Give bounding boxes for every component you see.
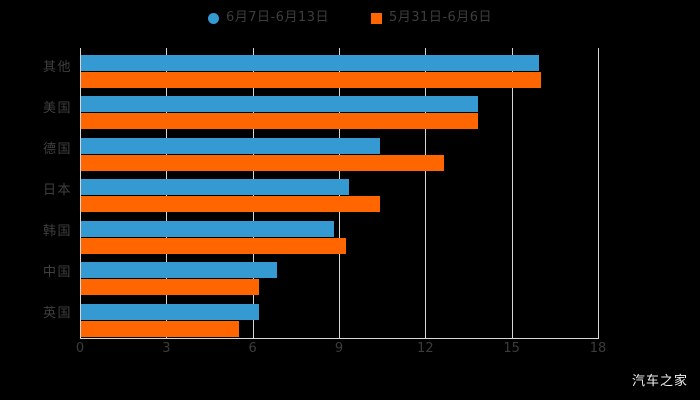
bar-series-a-0[interactable] <box>81 55 539 71</box>
bar-series-a-1[interactable] <box>81 96 479 113</box>
watermark: 汽车之家 <box>631 374 688 389</box>
x-tick-label-18: 18 <box>589 341 607 356</box>
legend-label-series-b: 5月31日-6月6日 <box>389 10 493 25</box>
x-tick-label-15: 15 <box>503 341 520 356</box>
legend-item-series-b[interactable]: 5月31日-6月6日 <box>371 8 492 28</box>
gridline-12 <box>425 48 427 338</box>
plot-area <box>80 48 599 339</box>
x-axis-line <box>80 338 599 339</box>
bar-group-6 <box>81 303 599 337</box>
bar-series-b-1[interactable] <box>81 113 479 130</box>
bar-series-b-5[interactable] <box>81 279 260 296</box>
bar-series-b-3[interactable] <box>81 196 381 213</box>
bar-group-0 <box>81 55 599 88</box>
x-tick-label-12: 12 <box>417 341 434 356</box>
bar-series-b-4[interactable] <box>81 237 346 254</box>
bar-series-a-3[interactable] <box>81 179 349 196</box>
bar-series-b-2[interactable] <box>81 154 444 171</box>
x-tick-label-6: 6 <box>248 341 257 356</box>
bar-series-a-6[interactable] <box>81 303 260 320</box>
bar-series-a-5[interactable] <box>81 262 277 279</box>
bar-group-5 <box>81 262 599 296</box>
bar-group-2 <box>81 137 599 171</box>
bar-group-1 <box>81 96 599 130</box>
y-axis-label-2: 德国 <box>42 142 72 157</box>
y-axis-label-6: 英国 <box>42 306 72 321</box>
bar-series-a-4[interactable] <box>81 220 335 237</box>
legend-item-series-a[interactable]: 6月7日-6月13日 <box>207 8 329 28</box>
x-tick-label-0: 0 <box>75 341 85 356</box>
x-axis-tick-labels: 0 3 6 9 12 15 18 <box>76 340 606 360</box>
gridline-18 <box>598 48 599 338</box>
bar-series-b-6[interactable] <box>81 320 240 337</box>
bar-series-a-2[interactable] <box>81 137 381 154</box>
y-axis-label-5: 中国 <box>42 265 72 280</box>
y-axis-label-3: 日本 <box>42 183 72 198</box>
legend-square-marker-icon <box>371 12 382 24</box>
chart-legend: 6月7日-6月13日 5月31日-6月6日 <box>0 8 700 28</box>
bar-series-b-0[interactable] <box>81 72 542 88</box>
gridline-15 <box>511 48 513 338</box>
bar-group-4 <box>81 220 599 254</box>
x-tick-label-3: 3 <box>162 341 171 356</box>
y-axis-line <box>80 48 81 338</box>
bar-group-3 <box>81 179 599 213</box>
y-axis-labels: 其他 美国 德国 日本 韩国 中国 英国 <box>0 48 72 338</box>
legend-label-series-a: 6月7日-6月13日 <box>225 10 329 25</box>
y-axis-label-1: 美国 <box>42 101 72 116</box>
y-axis-label-4: 韩国 <box>42 224 72 239</box>
legend-circle-marker-icon <box>207 12 219 24</box>
y-axis-label-0: 其他 <box>42 60 72 75</box>
x-tick-label-9: 9 <box>334 341 344 356</box>
